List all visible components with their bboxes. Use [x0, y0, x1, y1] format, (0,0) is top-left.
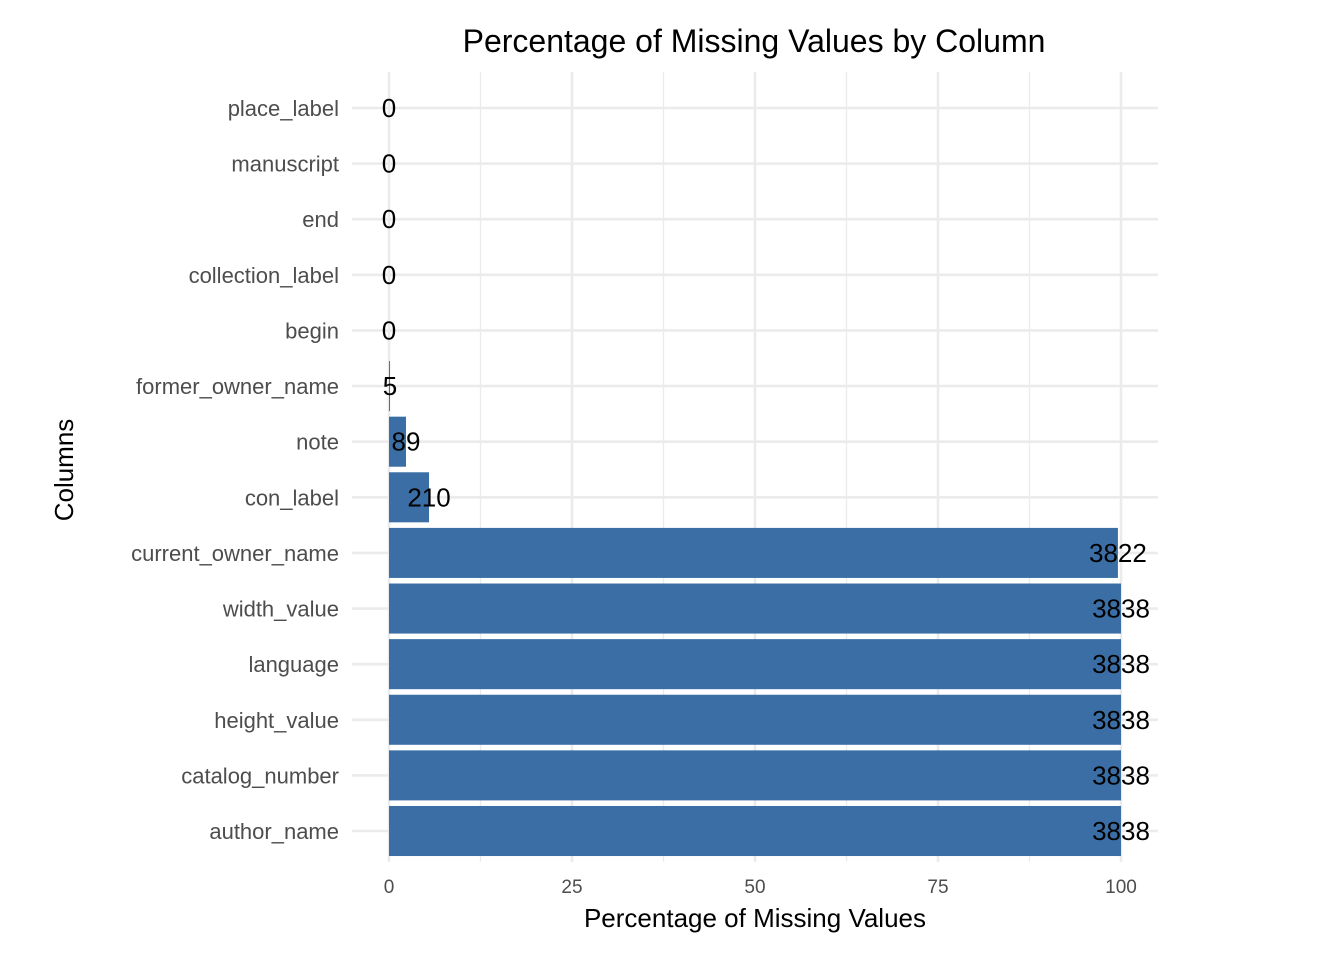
x-axis-title: Percentage of Missing Values [584, 903, 926, 933]
data-label-catalog_number: 3838 [1092, 760, 1150, 790]
y-tick-label-begin: begin [285, 318, 339, 343]
data-label-width_value: 3838 [1092, 594, 1150, 624]
x-tick-label: 25 [561, 877, 582, 898]
x-tick-label: 100 [1105, 877, 1137, 898]
bar-author_name [389, 805, 1121, 857]
bar-width_value [389, 583, 1121, 634]
data-label-begin: 0 [382, 315, 396, 345]
y-tick-label-catalog_number: catalog_number [181, 763, 339, 788]
y-tick-label-height_value: height_value [214, 708, 339, 733]
y-tick-label-language: language [248, 652, 339, 677]
data-label-con_label: 210 [407, 482, 450, 512]
y-tick-label-con_label: con_label [245, 485, 339, 510]
y-tick-label-former_owner_name: former_owner_name [136, 374, 339, 399]
data-label-current_owner_name: 3822 [1089, 538, 1147, 568]
y-tick-label-note: note [296, 430, 339, 455]
y-tick-label-collection_label: collection_label [189, 263, 339, 288]
data-label-former_owner_name: 5 [383, 371, 397, 401]
x-tick-label: 50 [744, 877, 765, 898]
x-tick-label: 75 [927, 877, 948, 898]
bar-catalog_number [389, 750, 1121, 801]
data-label-collection_label: 0 [382, 260, 396, 290]
bar-former_owner_name [389, 361, 390, 412]
data-label-height_value: 3838 [1092, 705, 1150, 735]
y-tick-label-manuscript: manuscript [231, 152, 339, 177]
bar-current_owner_name [389, 527, 1118, 578]
data-label-manuscript: 0 [382, 149, 396, 179]
x-tick-label: 0 [384, 877, 395, 898]
data-label-place_label: 0 [382, 93, 396, 123]
data-label-language: 3838 [1092, 649, 1150, 679]
y-tick-label-end: end [302, 207, 339, 232]
x-axis-ticks: 0 25 50 75 100 [384, 877, 1137, 898]
bars-layer [389, 361, 1121, 857]
y-tick-label-author_name: author_name [209, 819, 339, 844]
bar-con_label [389, 472, 430, 523]
data-label-note: 89 [392, 427, 421, 457]
y-axis-ticks: place_label manuscript end collection_label… [131, 96, 339, 844]
bar-height_value [389, 694, 1121, 745]
chart-title: Percentage of Missing Values by Column [463, 23, 1046, 59]
bar-language [389, 639, 1121, 690]
data-label-end: 0 [382, 204, 396, 234]
data-labels-layer: 0 0 0 0 0 5 89 210 3822 3838 3838 3838 3838 3838 [382, 93, 1150, 846]
y-tick-label-width_value: width_value [222, 597, 339, 622]
y-tick-label-place_label: place_label [228, 96, 339, 121]
y-tick-label-current_owner_name: current_owner_name [131, 541, 339, 566]
data-label-author_name: 3838 [1092, 816, 1150, 846]
y-axis-title: Columns [49, 419, 79, 522]
bar-note [389, 416, 406, 467]
